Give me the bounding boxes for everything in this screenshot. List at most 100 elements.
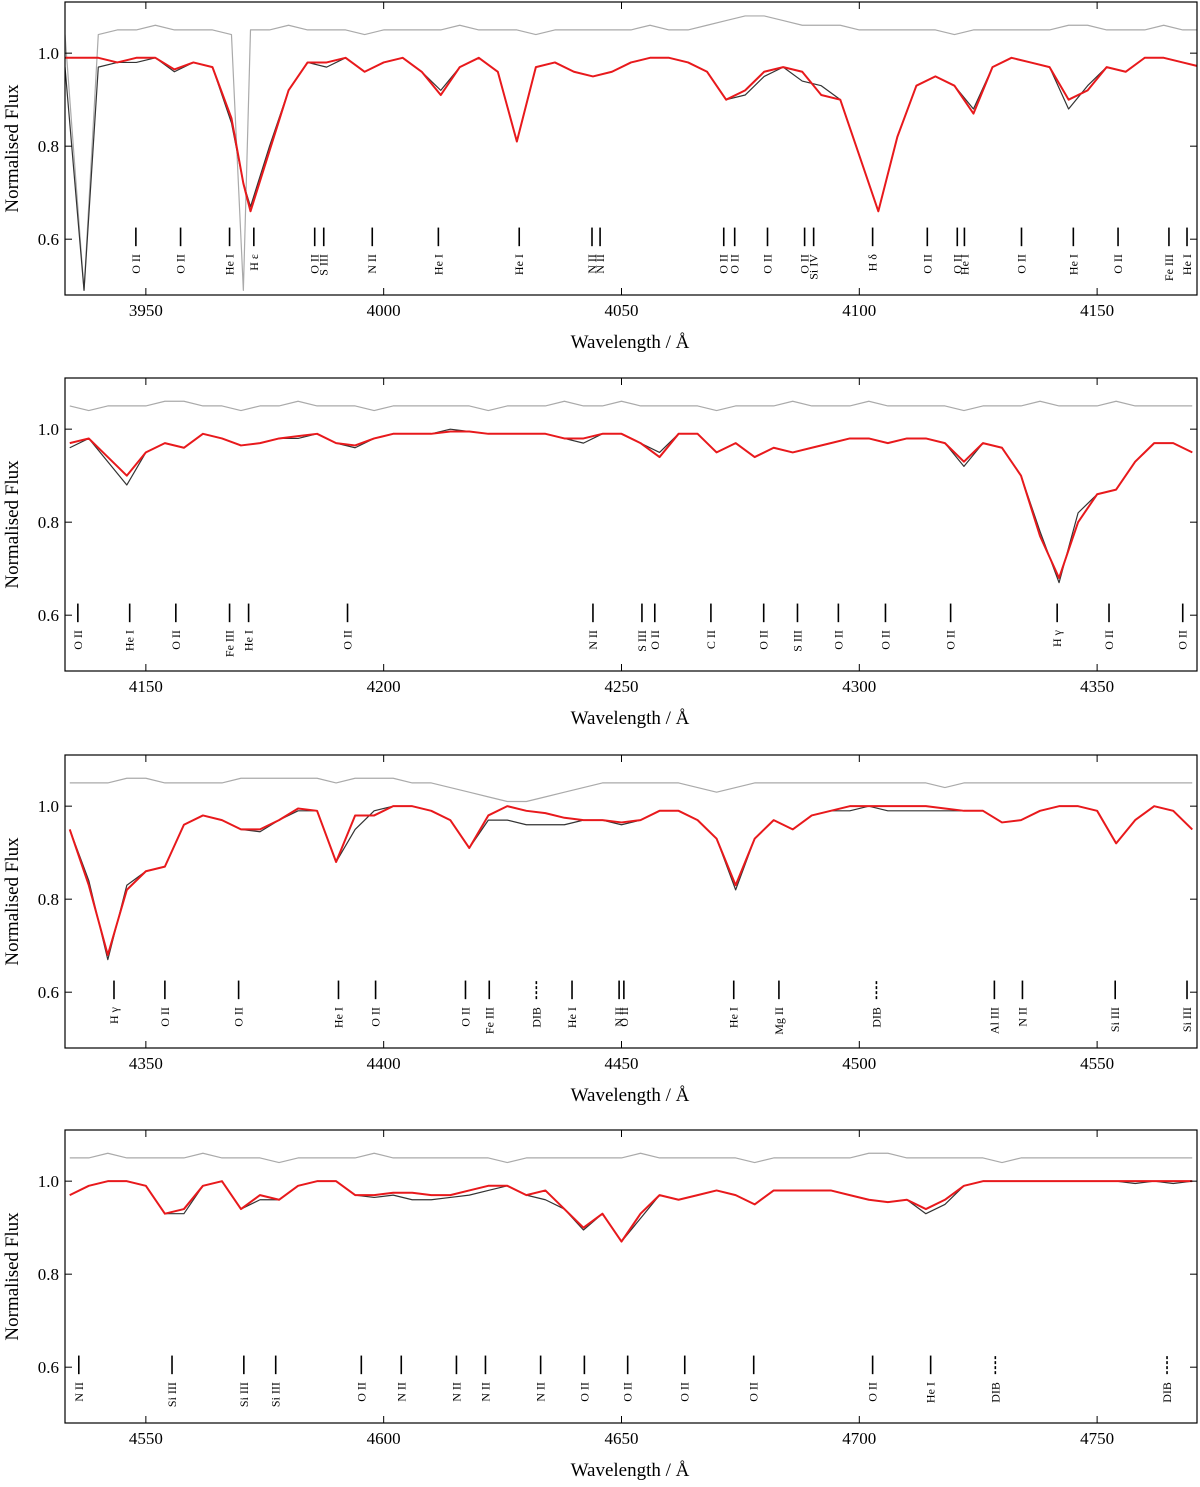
x-axis-label: Wavelength / Å xyxy=(571,1085,690,1106)
spectrum-line xyxy=(69,777,1193,803)
y-tick-label: 1.0 xyxy=(38,420,59,439)
spectrum-line xyxy=(69,1152,1193,1164)
plot-frame xyxy=(64,754,1198,1049)
x-tick-label: 4200 xyxy=(367,677,401,696)
y-tick-label: 0.6 xyxy=(38,1358,59,1377)
line-label: DIB xyxy=(1160,1382,1174,1403)
line-label: Si III xyxy=(269,1382,283,1407)
line-label: N II xyxy=(72,1382,86,1402)
line-label: Fe III xyxy=(482,1007,496,1034)
line-label: S III xyxy=(790,630,804,652)
line-label: O II xyxy=(71,630,85,650)
line-label: O II xyxy=(728,254,742,274)
line-label: C II xyxy=(704,630,718,649)
spectrum-line xyxy=(65,56,1197,213)
panel: N II Si III Si III Si III O II N II N II N II N … xyxy=(2,1129,1198,1481)
x-tick-label: 4550 xyxy=(129,1429,163,1448)
x-axis-label: Wavelength / Å xyxy=(571,708,690,729)
line-label: S III xyxy=(635,630,649,652)
line-label: H γ xyxy=(107,1006,121,1024)
x-tick-label: 4300 xyxy=(842,677,876,696)
spectrum-line xyxy=(69,430,1193,579)
line-label: Si III xyxy=(165,1382,179,1407)
x-axis-label: Wavelength / Å xyxy=(571,332,690,353)
x-axis-label: Wavelength / Å xyxy=(571,1460,690,1481)
line-label: N II xyxy=(1015,1007,1029,1027)
y-tick-label: 0.6 xyxy=(38,983,59,1002)
x-tick-label: 3950 xyxy=(129,301,163,320)
y-axis-label: Normalised Flux xyxy=(2,84,23,213)
line-label: O II xyxy=(798,254,812,274)
line-label: O II xyxy=(158,1007,172,1027)
spectrum-line xyxy=(69,805,1193,961)
line-label: Si III xyxy=(237,1382,251,1407)
line-label: Si III xyxy=(1108,1007,1122,1032)
line-label: N II xyxy=(394,1382,408,1402)
y-tick-label: 0.6 xyxy=(38,230,59,249)
line-label: N II xyxy=(365,254,379,274)
y-tick-label: 1.0 xyxy=(38,1172,59,1191)
line-label: O II xyxy=(878,630,892,650)
spectrum-line xyxy=(69,400,1193,412)
x-tick-label: 4350 xyxy=(129,1054,163,1073)
line-label: O II xyxy=(757,630,771,650)
line-label: He I xyxy=(331,1007,345,1028)
line-label: O II xyxy=(1014,254,1028,274)
y-tick-label: 0.6 xyxy=(38,606,59,625)
line-label: O II xyxy=(866,1382,880,1402)
y-tick-label: 0.8 xyxy=(38,890,59,909)
line-label: Fe III xyxy=(1162,254,1176,281)
line-label: O II xyxy=(831,630,845,650)
line-label: O II xyxy=(129,254,143,274)
line-label: He I xyxy=(1180,254,1194,275)
line-label: DIB xyxy=(869,1007,883,1028)
line-label: Al III xyxy=(987,1007,1001,1034)
line-label: O II xyxy=(678,1382,692,1402)
x-tick-label: 4600 xyxy=(367,1429,401,1448)
line-label: N II xyxy=(449,1382,463,1402)
line-label: O II xyxy=(1102,630,1116,650)
line-label: N II xyxy=(585,254,599,274)
line-label: O II xyxy=(747,1382,761,1402)
spectrum-line xyxy=(68,805,1193,956)
spectrum-line xyxy=(69,428,1193,584)
line-label: H ε xyxy=(247,254,261,271)
line-label: O II xyxy=(920,254,934,274)
x-tick-label: 4400 xyxy=(367,1054,401,1073)
line-label: O II xyxy=(717,254,731,274)
x-tick-label: 4650 xyxy=(604,1429,638,1448)
x-tick-label: 4450 xyxy=(604,1054,638,1073)
line-label: Si III xyxy=(1180,1007,1194,1032)
y-tick-label: 0.8 xyxy=(38,137,59,156)
line-label: O II xyxy=(169,630,183,650)
line-label: N II xyxy=(478,1382,492,1402)
line-label: H γ xyxy=(1050,629,1064,647)
line-label: O II xyxy=(577,1382,591,1402)
line-label: N II xyxy=(586,630,600,650)
y-axis-label: Normalised Flux xyxy=(2,837,23,966)
line-label: O II xyxy=(341,630,355,650)
line-label: N II xyxy=(593,254,607,274)
line-label: Mg II xyxy=(772,1007,786,1035)
x-tick-label: 4700 xyxy=(842,1429,876,1448)
x-tick-label: 4750 xyxy=(1080,1429,1114,1448)
x-tick-label: 4050 xyxy=(604,301,638,320)
line-label: N II xyxy=(534,1382,548,1402)
line-label: S III xyxy=(317,254,331,276)
y-axis-label: Normalised Flux xyxy=(2,460,23,589)
line-label: Si IV xyxy=(807,254,821,280)
line-label: O II xyxy=(761,254,775,274)
line-label: He I xyxy=(242,630,256,651)
line-label: DIB xyxy=(988,1382,1002,1403)
x-tick-label: 4500 xyxy=(842,1054,876,1073)
x-tick-label: 4150 xyxy=(1080,301,1114,320)
y-tick-label: 0.8 xyxy=(38,513,59,532)
spectrum-line xyxy=(69,1180,1193,1243)
x-tick-label: 4000 xyxy=(367,301,401,320)
x-tick-label: 4550 xyxy=(1080,1054,1114,1073)
line-label: O II xyxy=(621,1382,635,1402)
line-label: O II xyxy=(458,1007,472,1027)
y-tick-label: 1.0 xyxy=(38,44,59,63)
